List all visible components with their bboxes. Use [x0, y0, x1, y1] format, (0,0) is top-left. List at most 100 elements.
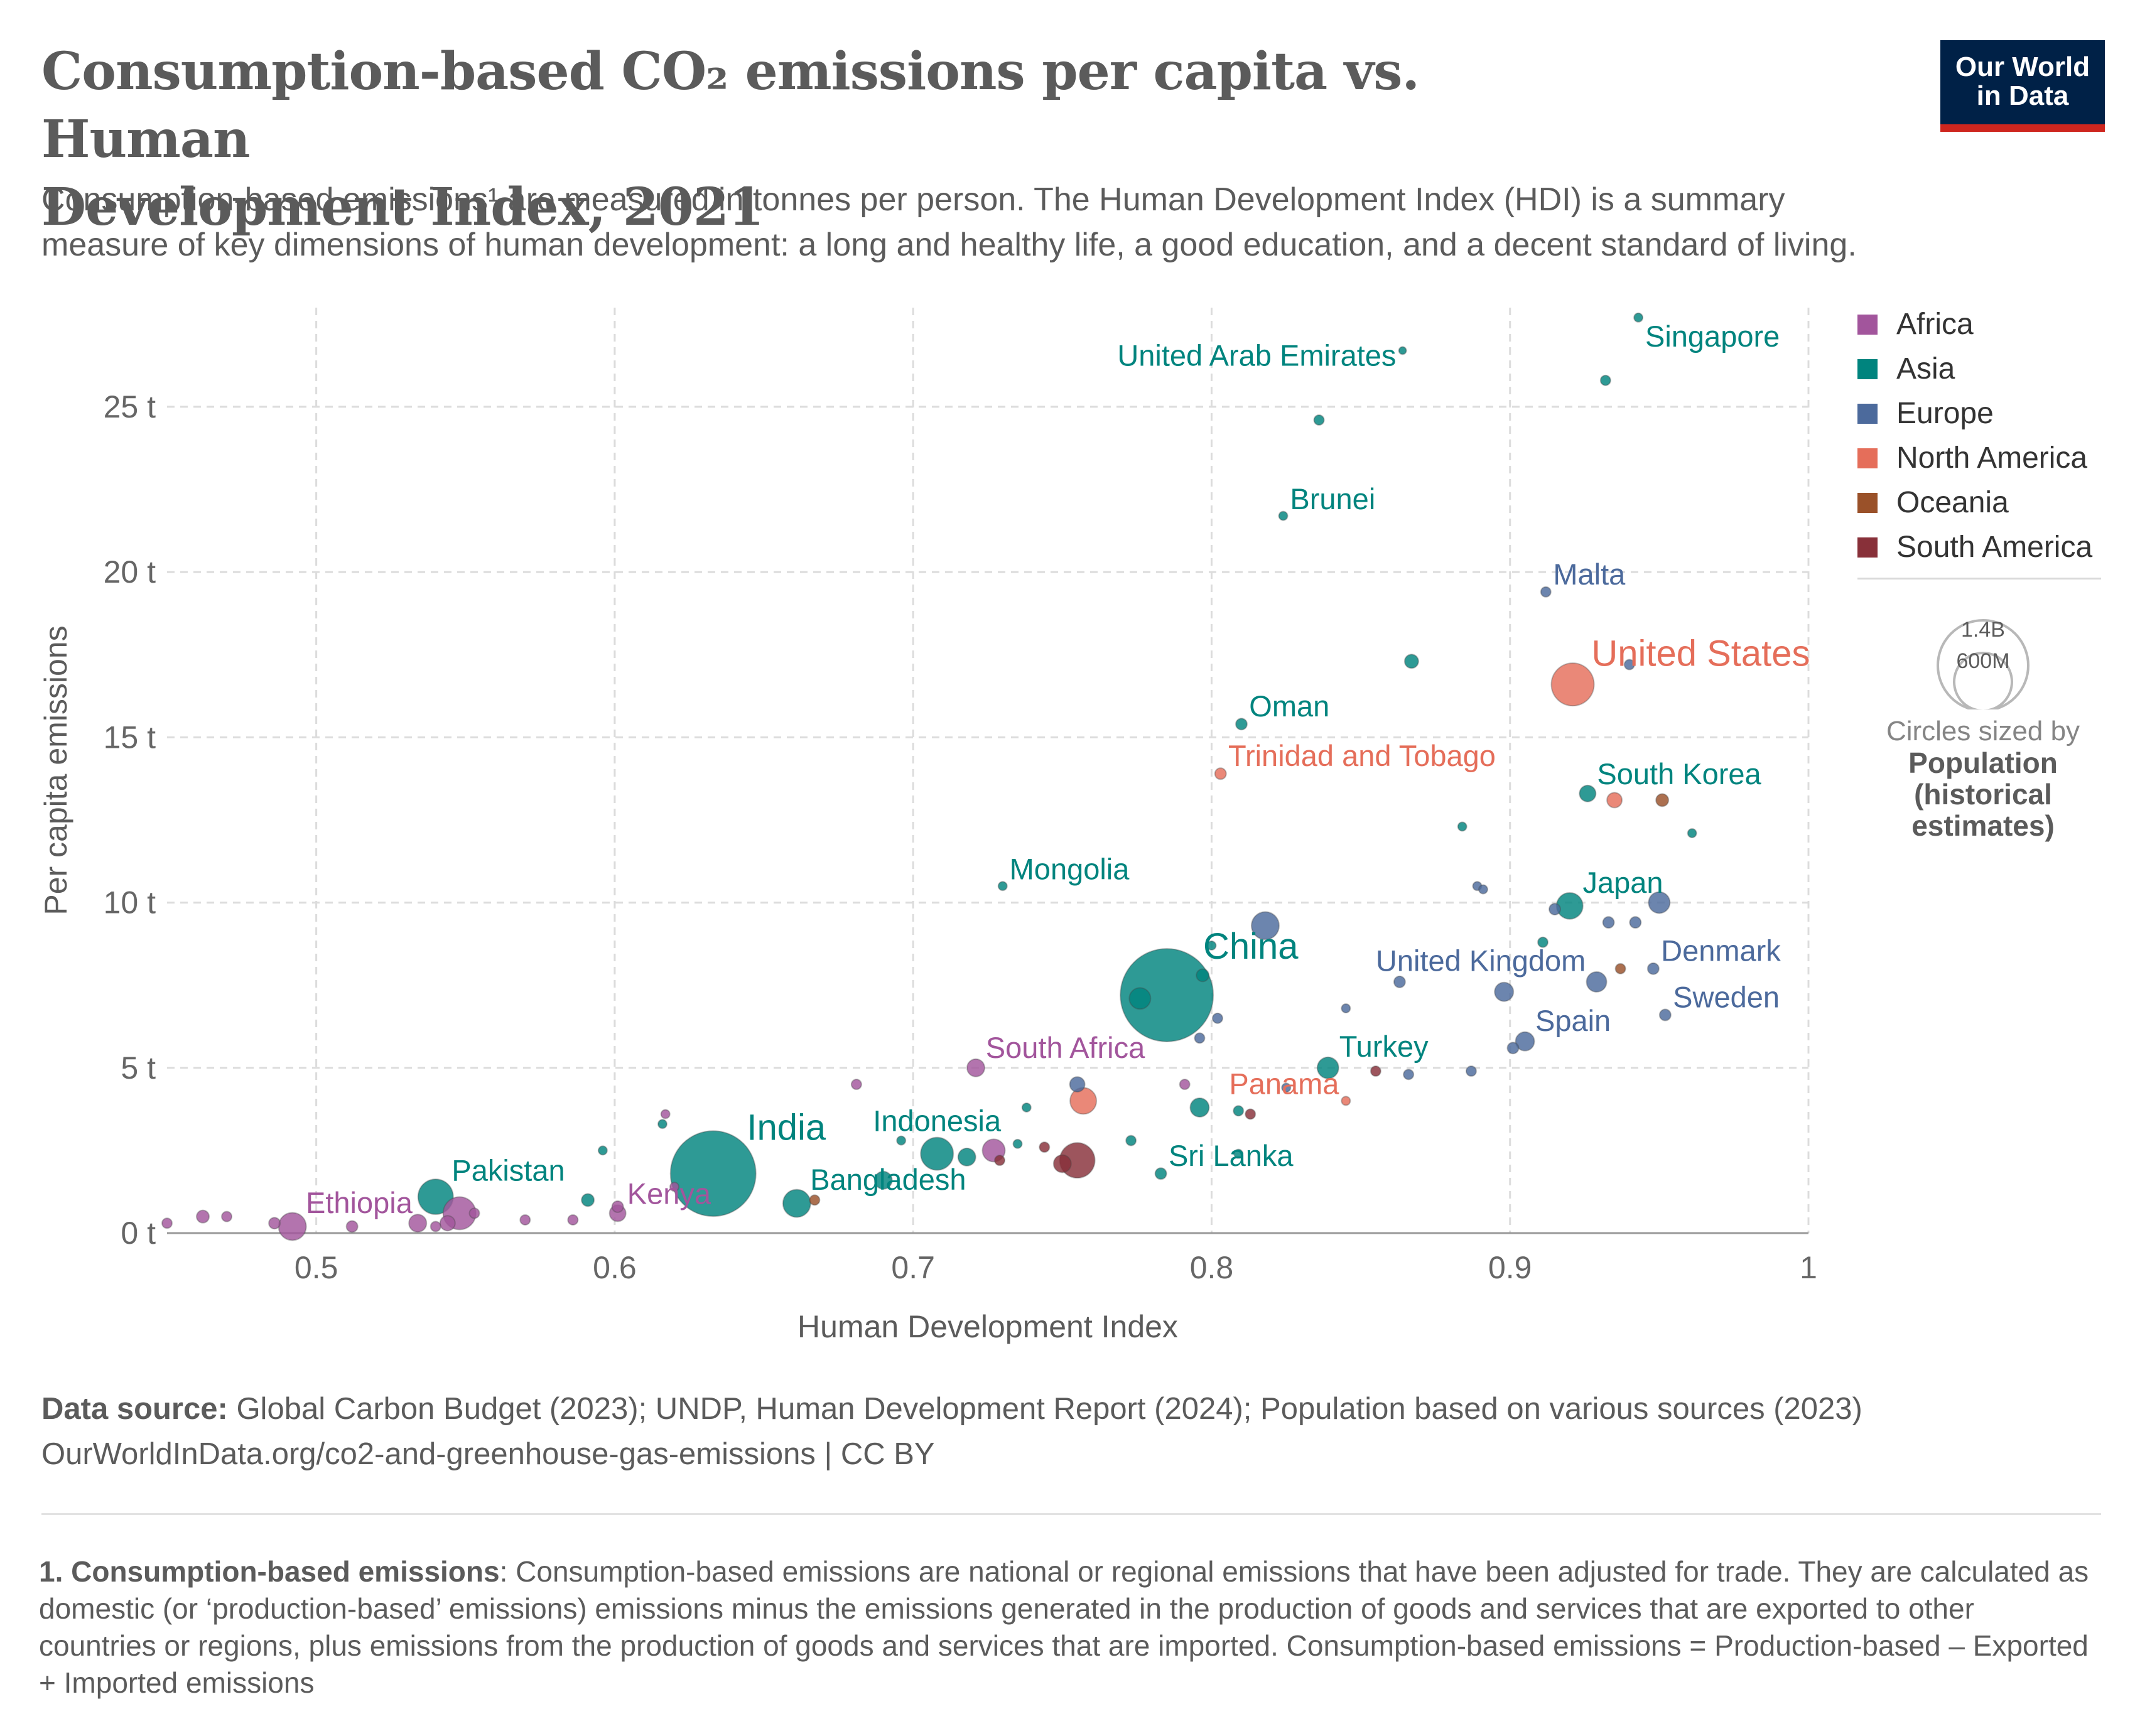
- data-point: [1214, 767, 1227, 780]
- data-point: [1586, 971, 1608, 993]
- scatter-chart: 0 t 5 t 10 t 15 t 20 t 25 t 0.5 0.6 0.7 0.8 0.9 1 Hu…: [38, 308, 1817, 1344]
- legend-item-africa[interactable]: Africa: [1857, 306, 2121, 351]
- south-america-swatch: [1857, 537, 1878, 558]
- y-tick-label: 5 t: [121, 1050, 156, 1086]
- footnote-text: : Consumption-based emissions are nation…: [39, 1555, 2089, 1699]
- x-tick-label: 0.6: [593, 1250, 637, 1285]
- data-point: [1540, 586, 1552, 598]
- point-label: Singapore: [1645, 320, 1780, 353]
- data-point: [1602, 916, 1615, 929]
- point-label: Malta: [1553, 558, 1626, 591]
- data-point: [196, 1209, 210, 1224]
- size-variable-line-3: estimates): [1911, 809, 2055, 842]
- data-point: [1233, 1105, 1245, 1117]
- data-point: [1623, 659, 1635, 671]
- point-label: India: [747, 1108, 826, 1148]
- size-variable-line-1: Population: [1908, 747, 2058, 779]
- data-point: [1278, 510, 1289, 521]
- size-label-small: 600M: [1956, 649, 2009, 673]
- footer-divider: [41, 1513, 2101, 1515]
- source-url[interactable]: OurWorldInData.org/co2-and-greenhouse-ga…: [41, 1437, 935, 1471]
- y-tick-label: 0 t: [121, 1216, 156, 1251]
- data-point: [782, 1189, 811, 1218]
- data-point: [519, 1214, 531, 1226]
- subtitle-line-1: Consumption-based emissions¹ are measure…: [41, 181, 1785, 218]
- data-point: [660, 1109, 671, 1119]
- data-point: [1233, 1148, 1244, 1159]
- logo-line-1: Our World: [1955, 51, 2090, 82]
- size-legend-caption: Circles sized by Population (historical …: [1857, 716, 2109, 841]
- legend-item-asia[interactable]: Asia: [1857, 351, 2121, 396]
- x-tick-label: 0.9: [1488, 1250, 1532, 1285]
- owid-logo[interactable]: Our World in Data: [1940, 40, 2105, 132]
- data-point: [809, 1194, 821, 1206]
- north-america-swatch: [1857, 448, 1878, 468]
- point-label: United Kingdom: [1376, 944, 1586, 978]
- data-point: [1012, 1138, 1023, 1149]
- data-point: [161, 1217, 173, 1229]
- point-label: Pakistan: [451, 1153, 565, 1187]
- data-point: [1614, 962, 1626, 974]
- legend-item-south-america[interactable]: South America: [1857, 529, 2121, 574]
- legend-item-oceania[interactable]: Oceania: [1857, 485, 2121, 529]
- europe-swatch: [1857, 404, 1878, 424]
- x-tick-label: 1: [1800, 1250, 1817, 1285]
- x-tick-label: 0.5: [295, 1250, 338, 1285]
- data-point: [1235, 718, 1248, 731]
- data-point: [1648, 891, 1671, 914]
- data-point: [345, 1220, 359, 1233]
- data-point: [966, 1058, 985, 1077]
- data-point: [278, 1212, 307, 1241]
- point-label: United States: [1591, 633, 1810, 674]
- data-point: [669, 1130, 757, 1217]
- data-point: [1154, 1167, 1167, 1180]
- data-point: [1128, 987, 1152, 1010]
- data-point: [1179, 1079, 1191, 1091]
- data-point: [468, 1207, 480, 1219]
- point-label: South Korea: [1597, 757, 1761, 790]
- data-point: [1606, 792, 1623, 809]
- legend-item-europe[interactable]: Europe: [1857, 396, 2121, 440]
- data-point: [1039, 1141, 1051, 1153]
- data-point: [1245, 1108, 1257, 1120]
- x-tick-label: 0.8: [1190, 1250, 1234, 1285]
- footnote-label: 1. Consumption-based emissions: [39, 1555, 500, 1588]
- data-point: [1687, 828, 1697, 839]
- point-label: Trinidad and Tobago: [1228, 739, 1496, 772]
- point-label: Spain: [1535, 1004, 1611, 1037]
- data-point: [1316, 1056, 1339, 1079]
- africa-swatch: [1857, 315, 1878, 335]
- y-tick-label: 25 t: [104, 389, 156, 424]
- data-point: [1506, 1042, 1520, 1055]
- legend-label: Africa: [1896, 308, 1974, 341]
- data-point: [1052, 1154, 1072, 1173]
- data-point: [669, 1182, 679, 1192]
- x-axis-title: Human Development Index: [797, 1309, 1178, 1344]
- data-point: [1393, 975, 1406, 988]
- size-variable-line-2: (historical: [1914, 778, 2052, 811]
- data-point: [1550, 662, 1595, 707]
- chart-subtitle: Consumption-based emissions¹ are measure…: [41, 177, 2051, 267]
- y-tick-label: 20 t: [104, 554, 156, 590]
- data-point: [997, 881, 1008, 892]
- logo-line-2: in Data: [1976, 80, 2069, 111]
- data-point: [1021, 1102, 1032, 1113]
- data-point: [1555, 892, 1584, 920]
- data-point: [1658, 1008, 1672, 1022]
- data-point: [221, 1210, 233, 1222]
- data-point: [268, 1217, 281, 1230]
- data-point: [1465, 1065, 1477, 1077]
- oceania-swatch: [1857, 493, 1878, 513]
- data-point: [417, 1178, 454, 1216]
- data-point: [1646, 962, 1660, 975]
- data-point: [439, 1215, 456, 1232]
- data-source-text: Global Carbon Budget (2023); UNDP, Human…: [227, 1392, 1862, 1426]
- data-point: [1599, 374, 1611, 386]
- data-source-label: Data source:: [41, 1392, 228, 1426]
- data-point: [430, 1221, 441, 1232]
- point-label: Japan: [1582, 866, 1663, 899]
- data-point: [957, 1147, 976, 1167]
- legend-item-north-america[interactable]: North America: [1857, 440, 2121, 485]
- point-label: Turkey: [1339, 1030, 1429, 1063]
- point-label: United Arab Emirates: [1117, 339, 1396, 372]
